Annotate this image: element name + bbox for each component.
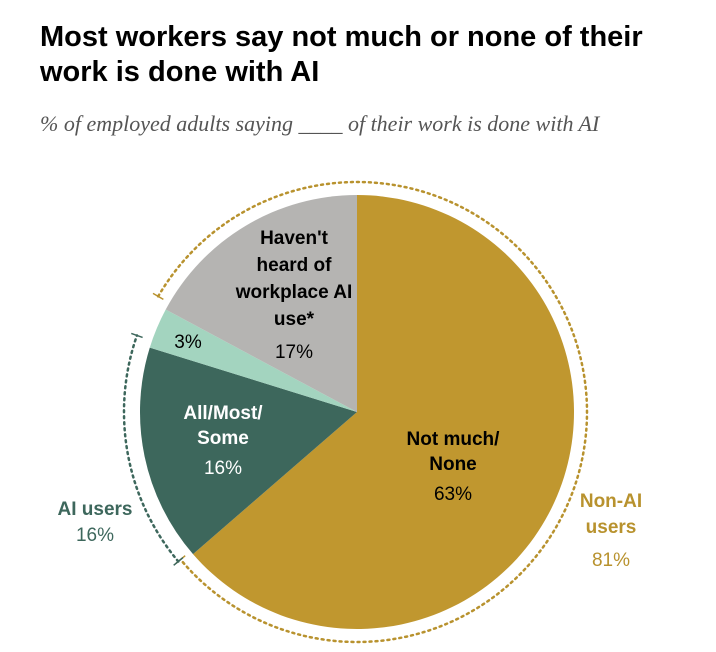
ai-users-bracket-tick — [173, 557, 184, 566]
slice-label-all-most-some: All/Most/ Some — [183, 403, 263, 449]
group-label-non-ai-users: Non-AI users — [579, 491, 643, 538]
non-ai-users-bracket-tick — [152, 292, 164, 301]
slice-value-havent-heard: 17% — [275, 342, 313, 363]
ai-users-bracket-tick — [131, 332, 143, 339]
chart-subtitle: % of employed adults saying ____ of thei… — [40, 111, 600, 136]
group-label-ai-users: AI users — [58, 499, 133, 520]
ai-users-bracket — [122, 334, 180, 563]
slice-havent-heard — [165, 195, 357, 412]
group-value-ai-users: 16% — [76, 525, 114, 546]
slice-value-small: 3% — [174, 332, 202, 353]
chart-title: Most workers say not much or none of the… — [40, 21, 643, 88]
slice-label-havent-heard: Haven't heard of workplace AI use* — [235, 228, 353, 330]
slice-value-all-most-some: 16% — [204, 458, 242, 479]
slice-label-not-much: Not much/ None — [406, 429, 500, 475]
slice-not-much — [193, 195, 574, 629]
slice-value-not-much: 63% — [434, 484, 472, 505]
slice-all-most-some — [140, 347, 357, 555]
slice-small — [149, 309, 357, 412]
non-ai-users-bracket — [156, 180, 589, 644]
group-value-non-ai-users: 81% — [592, 550, 630, 571]
